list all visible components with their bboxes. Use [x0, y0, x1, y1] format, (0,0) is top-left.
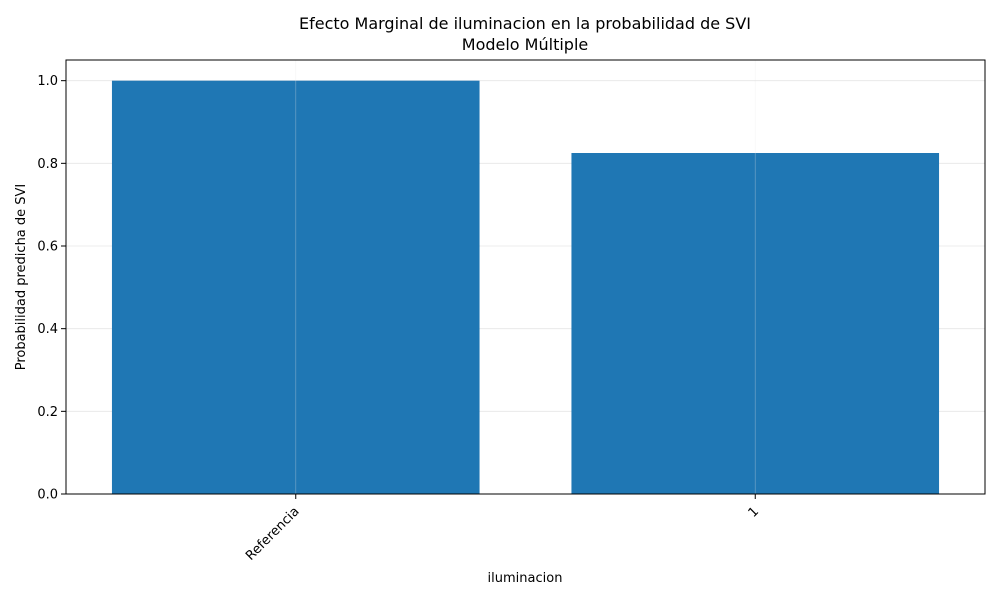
- x-tick-label: 1: [746, 504, 762, 520]
- bar: [571, 153, 940, 494]
- chart-title: Efecto Marginal de iluminacion en la pro…: [299, 14, 751, 33]
- x-axis-label: iluminacion: [488, 571, 563, 586]
- y-tick-label: 0.8: [37, 157, 58, 172]
- bars: [111, 60, 940, 495]
- y-tick-label: 1.0: [37, 74, 58, 89]
- y-tick-label: 0.0: [37, 488, 58, 503]
- x-tick-label: Referencia: [243, 504, 302, 563]
- y-tick-label: 0.6: [37, 240, 58, 255]
- y-tick-label: 0.2: [37, 405, 58, 420]
- y-tick-label: 0.4: [37, 322, 58, 337]
- plot-frame: [65, 59, 986, 495]
- bar: [111, 80, 480, 495]
- y-axis-label: Probabilidad predicha de SVI: [14, 184, 29, 371]
- chart-subtitle: Modelo Múltiple: [462, 35, 588, 54]
